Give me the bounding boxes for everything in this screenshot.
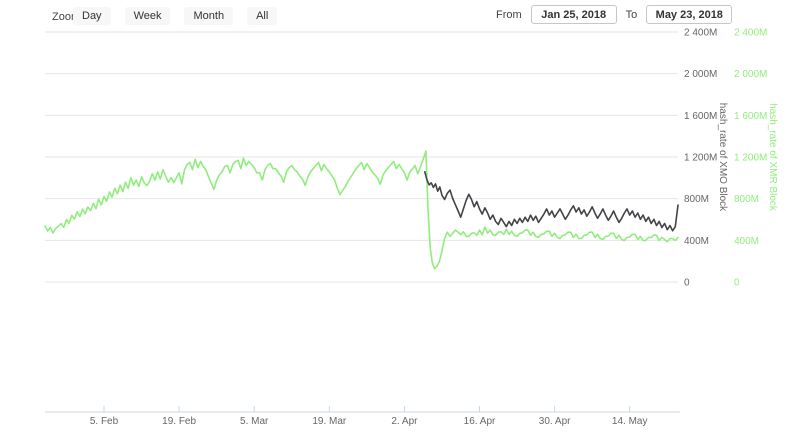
xmo-axis-tick-label: 0 <box>684 278 690 289</box>
xmo-axis-tick-label: 1 600M <box>684 111 717 122</box>
xmr-axis-tick-label: 800M <box>734 194 759 205</box>
xmo-axis-tick-label: 400M <box>684 236 709 247</box>
to-date-input[interactable] <box>646 5 733 24</box>
xmo-axis-tick-label: 800M <box>684 194 709 205</box>
xmo-series-line <box>423 171 679 232</box>
week-button[interactable]: Week <box>124 7 171 25</box>
x-axis-tick-label: 14. May <box>612 416 648 427</box>
day-button[interactable]: Day <box>73 7 111 25</box>
to-label: To <box>625 8 638 21</box>
from-label: From <box>496 8 522 21</box>
xmo-axis-tick-label: 2 000M <box>684 69 717 80</box>
xmr-axis-tick-label: 0 <box>734 278 740 289</box>
xmr-axis-tick-label: 400M <box>734 236 759 247</box>
month-button[interactable]: Month <box>184 7 234 25</box>
range-selector: Day Week Month All <box>73 7 278 25</box>
xmo-axis-tick-label: 2 400M <box>684 28 717 39</box>
x-axis-tick-label: 16. Apr <box>464 416 496 427</box>
xmo-axis-title: hash_rate of XMO Block <box>717 103 728 212</box>
date-range-controls: From To <box>496 5 733 24</box>
xmr-axis-title: hash_rate of XMR Block <box>767 103 778 212</box>
x-axis-tick-label: 5. Feb <box>90 416 119 427</box>
xmo-axis-tick-label: 1 200M <box>684 153 717 164</box>
all-button[interactable]: All <box>247 7 278 25</box>
xmr-axis-tick-label: 2 000M <box>734 69 767 80</box>
x-axis-tick-label: 5. Mar <box>240 416 269 427</box>
x-axis-tick-label: 19. Mar <box>312 416 347 427</box>
xmr-axis-tick-label: 2 400M <box>734 28 767 39</box>
xmr-axis-tick-label: 1 600M <box>734 111 767 122</box>
x-axis-tick-label: 2. Apr <box>391 416 418 427</box>
from-date-input[interactable] <box>530 5 617 24</box>
x-axis-tick-label: 19. Feb <box>162 416 196 427</box>
x-axis-tick-label: 30. Apr <box>539 416 571 427</box>
xmr-axis-tick-label: 1 200M <box>734 153 767 164</box>
xmr-series-line <box>44 150 679 270</box>
